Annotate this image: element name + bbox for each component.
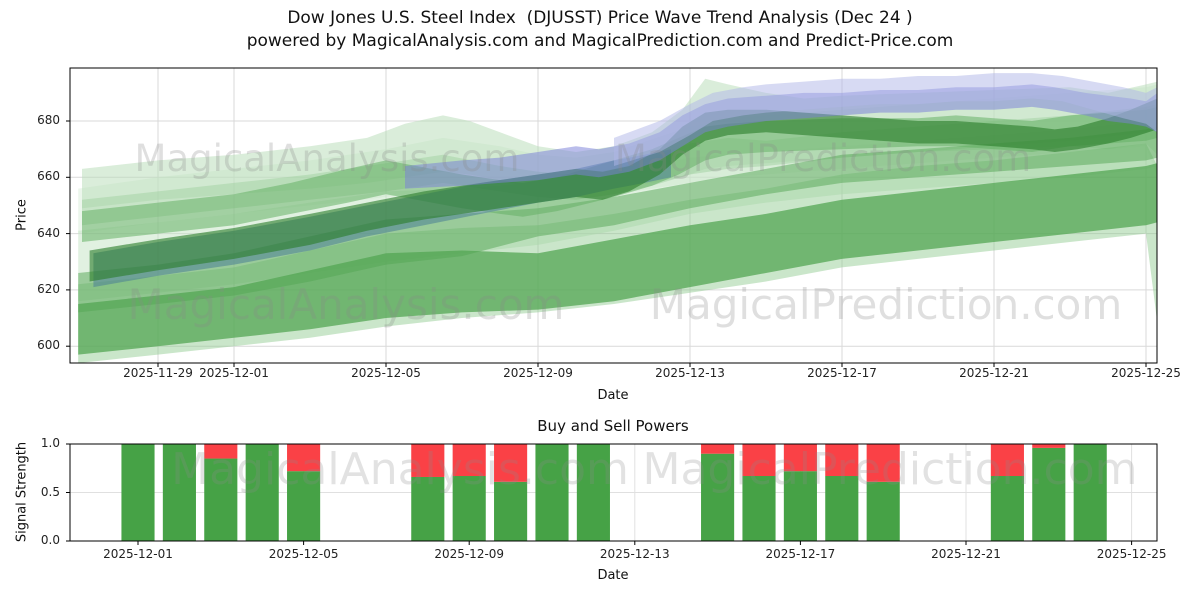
power-xtick-label: 2025-12-09 xyxy=(434,547,505,561)
power-xtick-label: 2025-12-21 xyxy=(931,547,1001,561)
buy-bar xyxy=(825,476,859,541)
sell-bar xyxy=(701,444,735,454)
buy-bar xyxy=(287,471,321,541)
power-bars xyxy=(121,444,1107,541)
price-xtick-label: 2025-12-09 xyxy=(503,366,573,380)
price-ytick-label: 680 xyxy=(37,113,60,127)
buy-bar xyxy=(742,476,776,541)
power-chart-title: Buy and Sell Powers xyxy=(537,417,689,435)
power-xtick-label: 2025-12-25 xyxy=(1096,547,1167,561)
figure-title-line1: Dow Jones U.S. Steel Index (DJUSST) Pric… xyxy=(287,8,913,28)
power-ytick-label: 1.0 xyxy=(40,436,60,450)
price-ytick-label: 660 xyxy=(37,169,60,184)
price-date-axis-label: Date xyxy=(597,388,629,403)
price-ytick-label: 640 xyxy=(37,225,60,240)
sell-bar xyxy=(783,444,817,472)
wave-bands xyxy=(78,73,1157,363)
figure-title-line2: powered by MagicalAnalysis.com and Magic… xyxy=(246,31,954,51)
sell-bar xyxy=(287,444,321,472)
power-xtick-label: 2025-12-17 xyxy=(765,547,836,561)
buy-bar xyxy=(783,471,817,541)
watermark-text: MagicalAnalysis.com xyxy=(135,137,520,180)
buy-bar xyxy=(121,444,155,541)
price-xtick-label: 2025-12-25 xyxy=(1111,366,1181,380)
power-ytick-label: 0.5 xyxy=(40,484,60,499)
band-periwinkle-envelope xyxy=(614,73,1157,166)
buy-bar xyxy=(1032,447,1066,541)
price-ytick-label: 600 xyxy=(37,338,60,353)
sell-bar xyxy=(742,444,776,477)
sell-bar xyxy=(204,444,238,459)
band-upper-mid-band xyxy=(78,126,1157,313)
buy-bar xyxy=(1073,444,1107,541)
price-xtick-label: 2025-11-29 xyxy=(123,366,193,380)
price-wave-chart: MagicalAnalysis.com MagicalPrediction.com… xyxy=(66,67,1158,367)
band-dark-band xyxy=(89,98,1157,282)
band-main-band xyxy=(78,163,1157,355)
buy-sell-power-chart: MagicalAnalysis.com MagicalPrediction.com xyxy=(66,443,1158,545)
price-xtick-label: 2025-12-17 xyxy=(807,366,877,380)
buy-bar xyxy=(245,444,279,541)
buy-bar xyxy=(701,453,735,541)
buy-bar xyxy=(162,444,196,541)
sell-bar xyxy=(1032,444,1066,448)
buy-bar xyxy=(866,481,900,541)
watermark-text: MagicalPrediction.com xyxy=(643,444,1138,495)
sell-bar xyxy=(990,444,1024,477)
buy-bar xyxy=(452,476,486,541)
band-blue-band xyxy=(405,84,1157,189)
sell-bar xyxy=(866,444,900,482)
power-xtick-label: 2025-12-01 xyxy=(103,547,173,561)
power-xtick-label: 2025-12-13 xyxy=(599,547,670,561)
buy-bar xyxy=(204,458,238,541)
power-date-axis-label: Date xyxy=(597,568,629,583)
price-xtick-label: 2025-12-13 xyxy=(655,366,725,380)
tick-marks xyxy=(66,120,1147,367)
watermark-text: MagicalAnalysis.com xyxy=(128,280,565,329)
sell-bar xyxy=(825,444,859,477)
watermark-text: MagicalPrediction.com xyxy=(615,137,1031,180)
buy-bar xyxy=(535,444,569,541)
tick-marks xyxy=(66,443,1133,545)
buy-bar xyxy=(576,444,610,541)
power-ytick-label: 0.0 xyxy=(40,533,60,547)
buy-bar xyxy=(494,481,528,541)
price-xtick-label: 2025-12-21 xyxy=(959,366,1029,380)
power-xtick-label: 2025-12-05 xyxy=(268,547,339,561)
sell-bar xyxy=(452,444,486,477)
watermark-text: MagicalPrediction.com xyxy=(650,280,1123,329)
plot-border xyxy=(69,67,1158,364)
price-ytick-label: 620 xyxy=(37,281,60,296)
price-xtick-label: 2025-12-01 xyxy=(199,366,269,380)
buy-bar xyxy=(411,476,445,541)
price-xtick-label: 2025-12-05 xyxy=(351,366,421,380)
sell-bar xyxy=(494,444,528,482)
buy-bar xyxy=(990,476,1024,541)
watermark-text: MagicalAnalysis.com xyxy=(171,444,629,495)
sell-bar xyxy=(411,444,445,477)
